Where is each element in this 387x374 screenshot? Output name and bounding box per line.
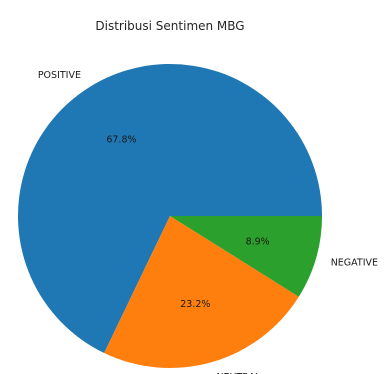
chart-title: Distribusi Sentimen MBG <box>95 19 244 33</box>
pie-slice-negative <box>170 216 322 297</box>
pie-slice-positive <box>18 63 323 353</box>
slice-label-negative: NEGATIVE <box>331 258 378 269</box>
pie-labels: 67.8% POSITIVE 23.2% NEUTRAL 8.9% NEGATIVE <box>38 70 378 374</box>
pct-label-negative: 8.9% <box>246 237 270 248</box>
pie-slice-neutral <box>104 216 299 368</box>
slice-label-neutral: NEUTRAL <box>216 372 261 374</box>
pie-slices <box>18 63 323 368</box>
pct-label-positive: 67.8% <box>106 134 136 145</box>
slice-label-positive: POSITIVE <box>38 70 81 81</box>
pct-label-neutral: 23.2% <box>180 299 210 310</box>
